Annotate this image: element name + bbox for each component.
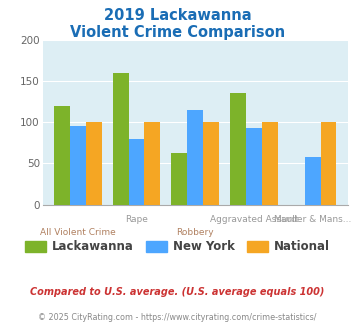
Text: Violent Crime Comparison: Violent Crime Comparison	[70, 25, 285, 40]
Bar	[144, 122, 160, 205]
Text: Rape: Rape	[125, 214, 148, 223]
Text: 2019 Lackawanna: 2019 Lackawanna	[104, 8, 251, 23]
Text: © 2025 CityRating.com - https://www.cityrating.com/crime-statistics/: © 2025 CityRating.com - https://www.city…	[38, 313, 317, 322]
Bar	[321, 122, 337, 205]
Text: Robbery: Robbery	[176, 228, 214, 237]
Bar	[203, 122, 219, 205]
Text: Compared to U.S. average. (U.S. average equals 100): Compared to U.S. average. (U.S. average …	[30, 287, 325, 297]
Text: Murder & Mans...: Murder & Mans...	[274, 214, 351, 223]
Bar	[54, 106, 70, 205]
Bar	[171, 152, 187, 205]
Bar	[70, 126, 86, 205]
Bar	[262, 122, 278, 205]
Bar	[129, 139, 144, 205]
Text: All Violent Crime: All Violent Crime	[40, 228, 116, 237]
Bar	[246, 128, 262, 205]
Legend: Lackawanna, New York, National: Lackawanna, New York, National	[20, 236, 335, 258]
Bar	[305, 157, 321, 205]
Bar	[113, 73, 129, 205]
Bar	[187, 110, 203, 205]
Bar	[230, 93, 246, 205]
Bar	[86, 122, 102, 205]
Text: Aggravated Assault: Aggravated Assault	[210, 214, 298, 223]
